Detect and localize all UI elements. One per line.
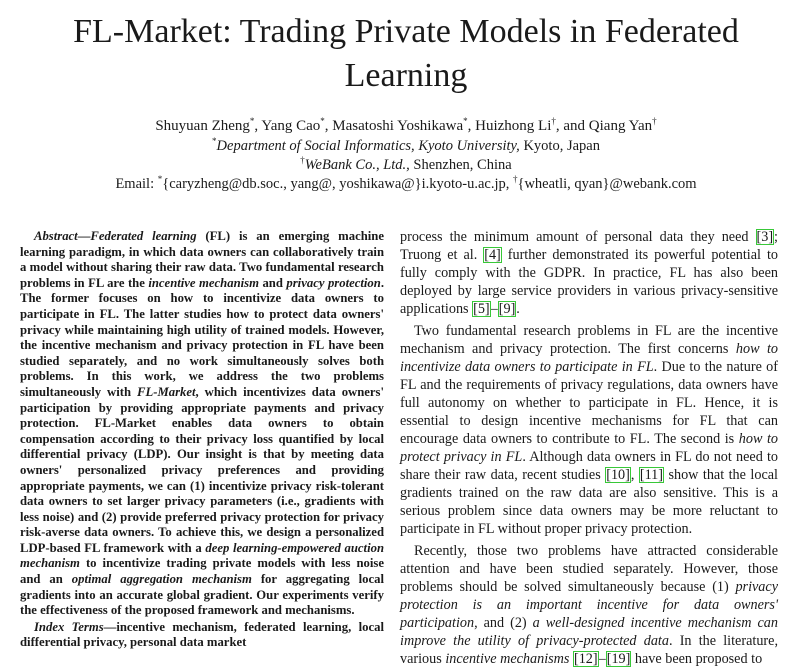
body-text: how to incentivize data owners to partic…: [400, 341, 779, 375]
abstract-text: , which incentivizes data owners' partic…: [20, 384, 384, 555]
email-addresses-webank: {wheatli, qyan}@webank.com: [517, 176, 697, 192]
index-terms-text: incentive mechanism, federated learning,…: [20, 619, 384, 650]
abstract-text: for aggregating local gradients into an …: [20, 572, 384, 618]
location-text: Shenzhen, China: [413, 157, 512, 173]
range-dash: –: [490, 301, 498, 317]
citation-link[interactable]: [5]: [472, 301, 491, 317]
citation-link[interactable]: [10]: [605, 467, 631, 483]
author-name: Yang Cao: [261, 118, 321, 134]
department-name: Department of Social Informatics,: [216, 138, 415, 154]
body-text: .: [516, 301, 520, 317]
citation-link[interactable]: [12]: [572, 651, 599, 667]
body-text: have been proposed to: [631, 651, 763, 667]
affiliation-mark: †: [551, 116, 556, 126]
abstract-text: privacy protection: [286, 275, 381, 290]
body-column: process the minimum amount of personal d…: [400, 228, 778, 668]
body-paragraph: Recently, those two problems have attrac…: [400, 542, 778, 668]
body-text: . Due to the nature of FL and the requir…: [400, 359, 778, 447]
body-text: how to protect privacy in FL: [400, 431, 779, 465]
affiliation-mark: *: [157, 174, 163, 185]
author-name: Masatoshi Yoshikawa: [332, 118, 464, 134]
location-text: Kyoto, Japan: [523, 138, 600, 154]
body-text: incentive mechanisms: [445, 651, 570, 667]
index-terms-dash: —: [103, 619, 117, 634]
abstract: Abstract—Federated learning (FL) is an e…: [20, 229, 384, 619]
body-text: further demonstrated its powerful potent…: [400, 247, 778, 317]
author-name: Qiang Yan: [588, 118, 653, 134]
abstract-text: incentive mechanism: [148, 275, 259, 290]
paper-title: FL-Market: Trading Private Models in Fed…: [73, 13, 739, 94]
university-name: Kyoto University,: [418, 138, 520, 154]
index-terms: Index Terms—incentive mechanism, federat…: [20, 620, 384, 651]
author-list: Shuyuan Zheng*, Yang Cao*, Masatoshi Yos…: [155, 116, 657, 135]
affiliation-mark: †: [300, 155, 305, 166]
author-name: Huizhong Li: [475, 118, 552, 134]
affiliation-mark: †: [652, 116, 657, 126]
abstract-text: (FL) is an emerging machine learning par…: [20, 229, 384, 290]
affiliation-webank: †WeBank Co., Ltd., Shenzhen, China: [20, 156, 792, 174]
affiliation-mark: †: [512, 174, 518, 185]
range-dash: –: [598, 651, 606, 667]
citation-link[interactable]: [4]: [483, 247, 502, 263]
abstract-text: to incentivize trading private models wi…: [20, 556, 384, 587]
abstract-text: FL-Market: [137, 384, 196, 399]
author-name: Shuyuan Zheng: [155, 118, 250, 134]
citation-link[interactable]: [11]: [638, 467, 664, 483]
abstract-text: deep learning-empowered auction mechanis…: [20, 540, 384, 571]
body-text: ; Truong et al.: [400, 229, 778, 263]
body-text: Two fundamental research problems in FL …: [400, 323, 778, 357]
citation-link[interactable]: [9]: [497, 301, 517, 317]
affiliation-mark: *: [320, 116, 325, 126]
email-addresses-kyoto: {caryzheng@db.soc., yang@, yoshikawa@}i.…: [162, 176, 510, 192]
body-text: process the minimum amount of personal d…: [400, 229, 756, 245]
affiliation-mark: *: [463, 116, 468, 126]
body-paragraph: process the minimum amount of personal d…: [400, 228, 778, 318]
affiliation-mark: *: [212, 136, 217, 147]
body-text: , and (2): [474, 615, 533, 631]
email-line: Email: *{caryzheng@db.soc., yang@, yoshi…: [20, 175, 792, 193]
body-text: privacy protection is an important incen…: [400, 579, 778, 631]
body-text: Recently, those two problems have attrac…: [400, 543, 778, 595]
body-text: . Although data owners in FL do not need…: [400, 449, 779, 483]
author-conjunction: and: [563, 118, 586, 134]
abstract-column: Abstract—Federated learning (FL) is an e…: [20, 229, 384, 651]
body-text: a well-designed incentive mechanism can …: [400, 615, 778, 649]
abstract-text: optimal aggregation mechanism: [71, 572, 252, 587]
abstract-label: Abstract: [34, 229, 78, 243]
citation-link[interactable]: [3]: [755, 229, 775, 245]
body-paragraph: Two fundamental research problems in FL …: [400, 322, 778, 538]
citation-link[interactable]: [19]: [605, 651, 632, 667]
index-terms-label: Index Terms: [34, 619, 104, 634]
abstract-text: . The former focuses on how to incentivi…: [20, 275, 384, 399]
abstract-dash: —: [77, 229, 91, 243]
abstract-text: and: [258, 275, 287, 290]
body-text: show that the local gradients trained on…: [400, 467, 778, 537]
affiliation-kyoto: *Department of Social Informatics, Kyoto…: [20, 137, 792, 155]
body-text: ,: [630, 467, 639, 483]
abstract-text: Federated learning: [90, 229, 197, 243]
company-name: WeBank Co., Ltd.,: [304, 157, 410, 173]
affiliation-mark: *: [249, 116, 255, 126]
email-label: Email:: [115, 176, 155, 192]
